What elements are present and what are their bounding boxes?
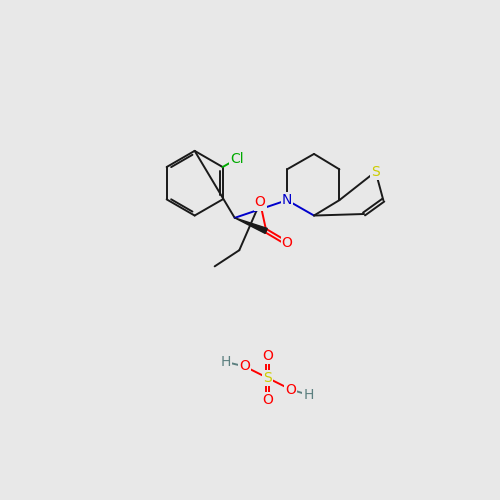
Polygon shape [234, 218, 268, 234]
Text: O: O [262, 394, 273, 407]
Text: O: O [254, 196, 266, 209]
Text: H: H [220, 355, 230, 369]
Text: N: N [282, 193, 292, 207]
Text: O: O [262, 348, 273, 362]
Text: O: O [286, 382, 296, 396]
Text: H: H [304, 388, 314, 402]
Text: S: S [371, 164, 380, 178]
Text: O: O [240, 360, 250, 374]
Text: S: S [264, 371, 272, 385]
Text: Cl: Cl [230, 152, 244, 166]
Text: O: O [282, 236, 292, 250]
